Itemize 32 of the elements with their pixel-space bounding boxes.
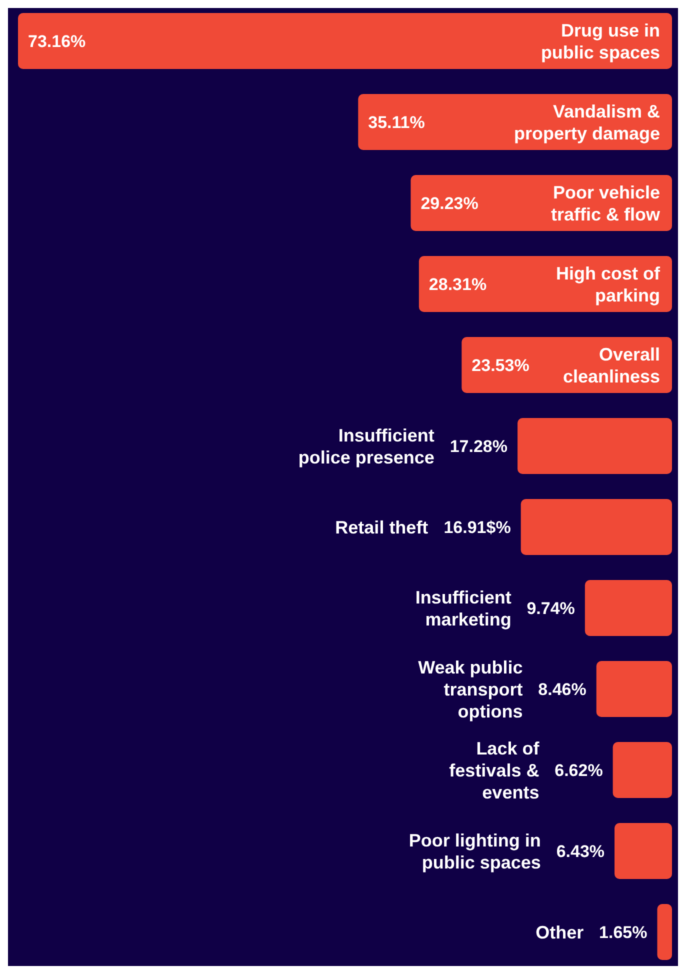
data-label: 6.43% [556, 842, 605, 861]
y-tick-label: Poor lighting in public spaces [408, 830, 541, 872]
bar [520, 499, 672, 555]
y-tick-label: Drug use in public spaces [540, 20, 660, 62]
bar [614, 823, 672, 879]
data-label: 35.11% [368, 112, 425, 132]
y-tick-label: Lack of festivals & events [449, 738, 540, 802]
y-tick-label: Vandalism & property damage [514, 101, 660, 144]
bar [18, 13, 672, 69]
y-tick-label: Insufficient police presence [298, 425, 434, 468]
y-tick-label: Retail theft [335, 517, 428, 538]
bar [596, 661, 672, 717]
data-label: 73.16% [28, 32, 86, 51]
data-label: 28.31% [428, 274, 487, 294]
bar [584, 580, 672, 636]
data-label: 9.74% [526, 598, 575, 618]
bar [657, 904, 672, 960]
data-label: 8.46% [538, 680, 586, 699]
y-tick-label: Insufficient marketing [415, 587, 512, 630]
data-label: 1.65% [599, 922, 648, 942]
y-tick-label: Other [536, 922, 584, 942]
data-label: 17.28% [450, 436, 508, 456]
y-tick-label: High cost of parking [556, 263, 661, 306]
bar [612, 742, 672, 798]
data-label: 23.53% [472, 356, 530, 375]
y-tick-label: Overall cleanliness [562, 344, 660, 386]
y-tick-label: Weak public transport options [418, 657, 523, 722]
bar [518, 418, 672, 474]
data-label: 29.23% [420, 194, 478, 213]
data-label: 6.62% [554, 760, 603, 780]
data-label: 16.91$% [444, 518, 511, 537]
y-tick-label: Poor vehicle traffic & flow [550, 182, 661, 224]
